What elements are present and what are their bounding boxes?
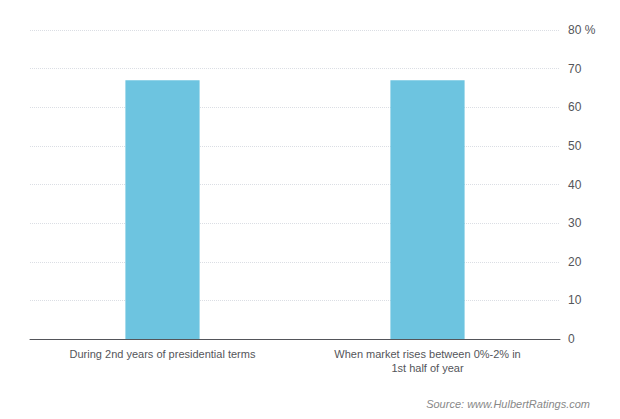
svg-text:0: 0: [568, 332, 575, 346]
svg-text:40: 40: [568, 178, 582, 192]
svg-text:During 2nd years of presidenti: During 2nd years of presidential terms: [70, 348, 256, 360]
svg-text:10: 10: [568, 293, 582, 307]
svg-text:1st half of year: 1st half of year: [391, 362, 463, 374]
svg-text:30: 30: [568, 216, 582, 230]
svg-text:70: 70: [568, 62, 582, 76]
svg-text:Source: www.HulbertRatings.com: Source: www.HulbertRatings.com: [426, 398, 590, 410]
svg-text:When market rises between 0%-2: When market rises between 0%-2% in: [334, 348, 520, 360]
svg-text:80 %: 80 %: [568, 23, 596, 37]
svg-text:20: 20: [568, 255, 582, 269]
svg-text:50: 50: [568, 139, 582, 153]
svg-text:60: 60: [568, 100, 582, 114]
